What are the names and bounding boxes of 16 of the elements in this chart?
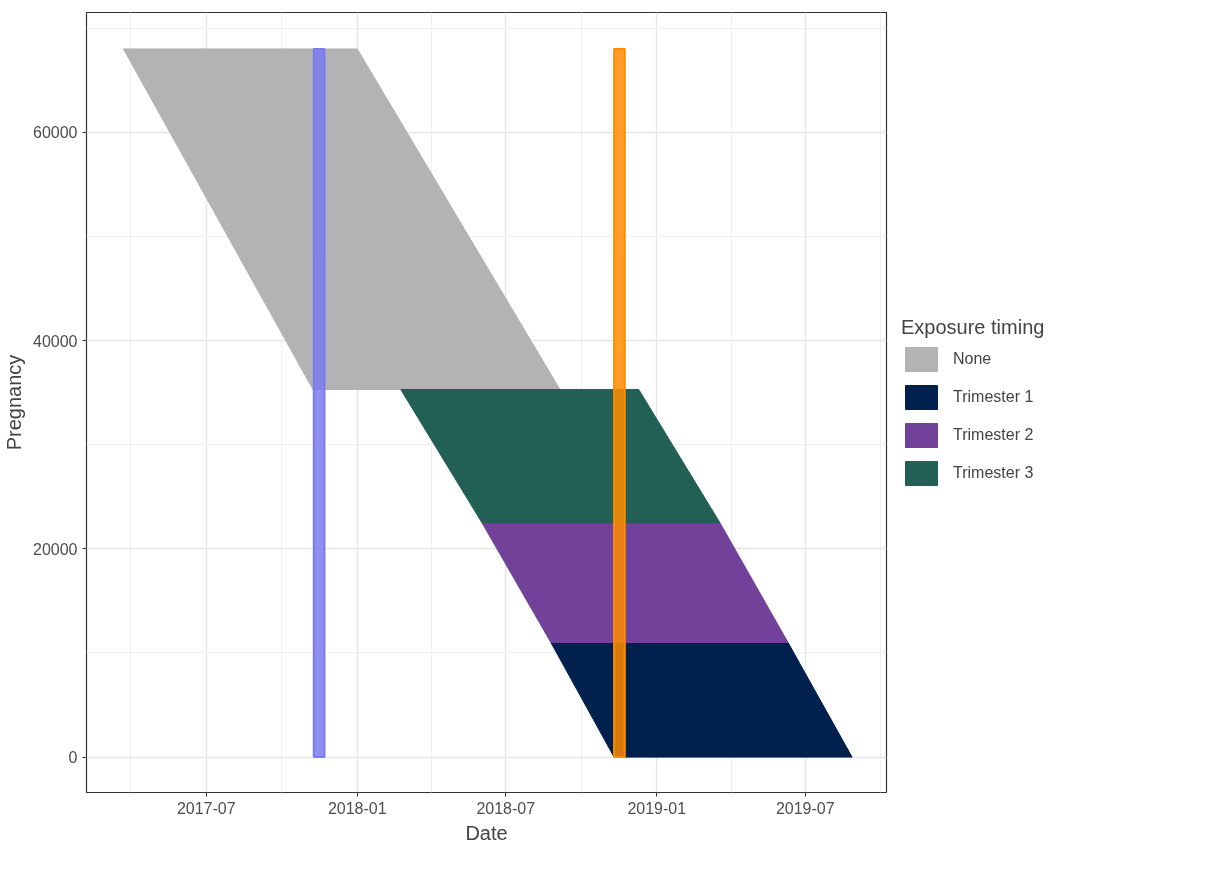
y-axis-title: Pregnancy bbox=[3, 354, 26, 451]
legend-label: Trimester 1 bbox=[953, 388, 1034, 406]
legend-label: Trimester 2 bbox=[953, 426, 1034, 444]
y-tick-label: 40000 bbox=[33, 332, 78, 350]
legend-label: None bbox=[953, 350, 992, 368]
y-tick-label: 0 bbox=[68, 749, 78, 767]
legend-label: Trimester 3 bbox=[953, 464, 1034, 482]
x-tick-label: 2019-07 bbox=[775, 799, 835, 817]
x-tick-label: 2017-07 bbox=[176, 799, 236, 817]
x-tick-label: 2019-01 bbox=[627, 799, 687, 817]
x-tick-label: 2018-07 bbox=[476, 799, 536, 817]
y-tick-label: 60000 bbox=[33, 124, 78, 142]
x-axis-title: Date bbox=[465, 821, 508, 844]
y-tick-label: 20000 bbox=[33, 540, 78, 558]
legend-title: Exposure timing bbox=[901, 316, 1045, 339]
x-tick-label: 2018-01 bbox=[327, 799, 387, 817]
